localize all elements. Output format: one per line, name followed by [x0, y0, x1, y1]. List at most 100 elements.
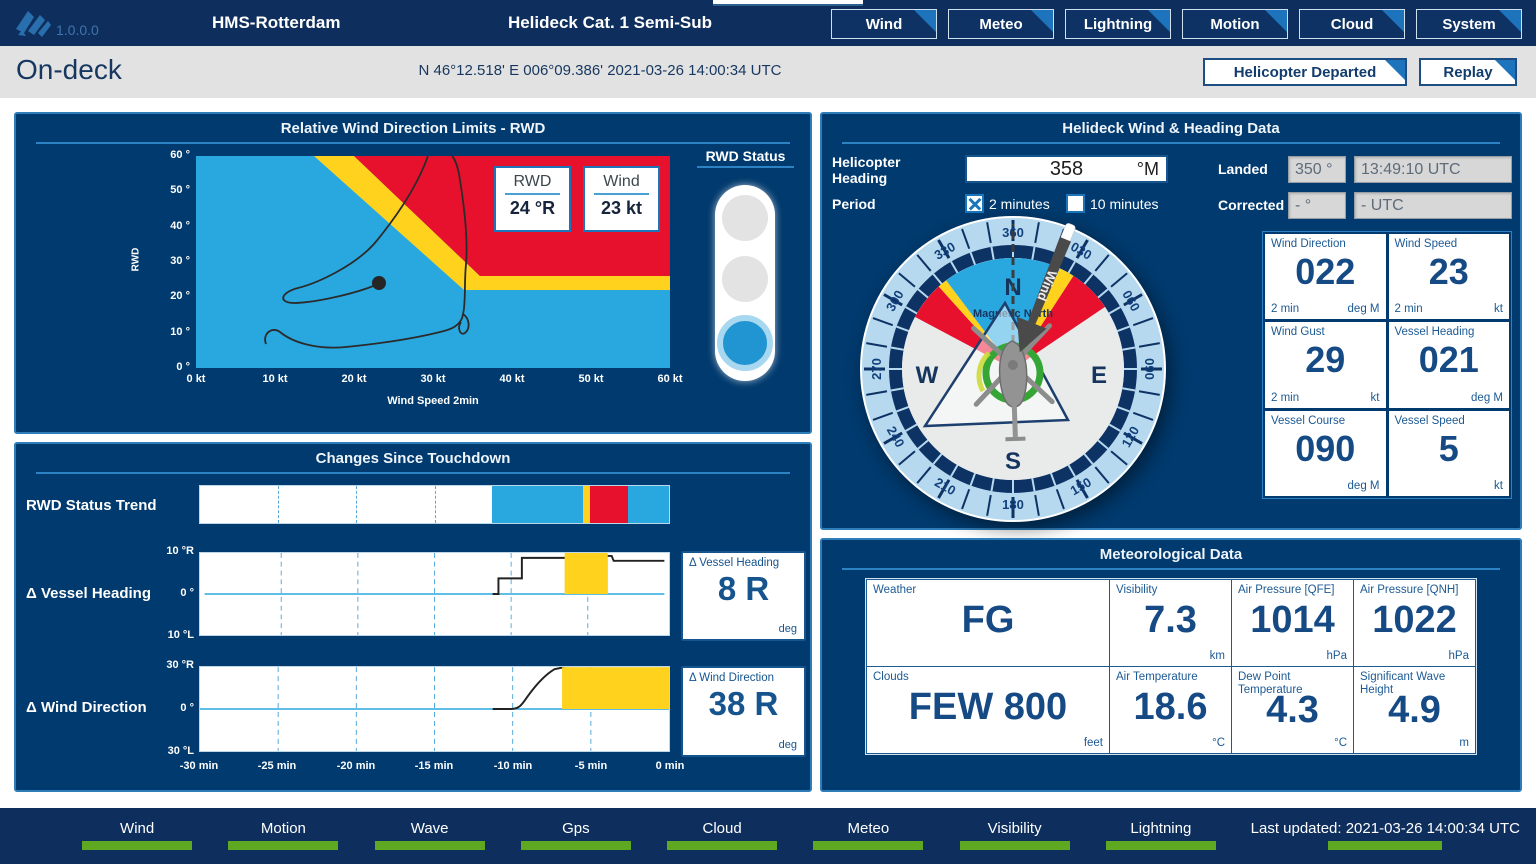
status-light-blue-active [717, 315, 773, 371]
sensor-status-indicator [520, 841, 631, 850]
corrected-heading-value: - ° [1288, 192, 1346, 219]
rwd-status-traffic-light [715, 185, 775, 381]
top-tab-artifact [713, 0, 863, 6]
rwd-y-axis-label: RWD [130, 247, 142, 272]
x-tick: 0 kt [186, 373, 206, 385]
landed-time-value: 13:49:10 UTC [1354, 156, 1512, 183]
x-tick: 60 kt [657, 373, 683, 385]
wind-heading-compass: 360030060090120150180210240270300330 N E… [860, 216, 1166, 522]
cardinal-s: S [1005, 448, 1021, 475]
y-tick: 40 ° [170, 220, 190, 232]
position-datetime: N 46°12.518' E 006°09.386' 2021-03-26 14… [418, 62, 782, 79]
rwd-history-trace [264, 156, 470, 349]
changes-panel-title: Changes Since Touchdown [315, 450, 511, 467]
trend-segment [583, 486, 591, 523]
met-weather: Weather FG [867, 580, 1109, 666]
header-bar: 1.0.0.0 HMS-Rotterdam Helideck Cat. 1 Se… [0, 0, 1536, 46]
trend-segment [491, 486, 584, 523]
x-tick: 20 kt [341, 373, 367, 385]
nav-button-motion[interactable]: Motion [1182, 9, 1288, 39]
y-tick: 10 °L [167, 629, 194, 641]
app-title: HMS-Rotterdam [212, 13, 341, 32]
y-tick: 30 ° [170, 255, 190, 267]
helicopter-icon [971, 323, 1055, 442]
vessel-heading-row-label: Δ Vessel Heading [26, 585, 152, 602]
wind-direction-readout: Δ Wind Direction 38 R deg [681, 666, 806, 757]
x-tick: -5 min [574, 760, 608, 772]
mode-label: On-deck [16, 54, 122, 85]
installation-title: Helideck Cat. 1 Semi-Sub [507, 13, 713, 32]
nav-button-system[interactable]: System [1416, 9, 1522, 39]
rwd-x-axis-label: Wind Speed 2min [387, 395, 479, 407]
compass-degree-label: 090 [1142, 358, 1157, 380]
main-nav: Wind Meteo Lightning Motion Cloud System [831, 9, 1522, 39]
nav-button-wind[interactable]: Wind [831, 9, 937, 39]
nav-button-lightning[interactable]: Lightning [1065, 9, 1171, 39]
period-2min-label: 2 minutes [989, 196, 1050, 212]
met-data-grid: Weather FG Visibility 7.3 km Air Pressur… [865, 578, 1477, 755]
rwd-panel-title: Relative Wind Direction Limits - RWD [280, 120, 546, 137]
replay-button[interactable]: Replay [1419, 58, 1517, 86]
readout-wind-direction: Wind Direction 022 2 min deg M [1265, 234, 1386, 320]
y-tick: 10 ° [170, 326, 190, 338]
nav-button-cloud[interactable]: Cloud [1299, 9, 1405, 39]
sensor-cloud: Cloud [649, 820, 795, 850]
cardinal-e: E [1091, 362, 1107, 389]
y-tick: 10 °R [166, 545, 194, 557]
wind-readout-grid: Wind Direction 022 2 min deg M Wind Spee… [1262, 231, 1512, 499]
x-tick: -25 min [257, 760, 297, 772]
period-10min-label: 10 minutes [1090, 196, 1159, 212]
heading-panel-title: Helideck Wind & Heading Data [1062, 120, 1280, 137]
rwd-limits-panel: Relative Wind Direction Limits - RWD 60 … [14, 112, 812, 434]
trend-segment [590, 486, 629, 523]
cardinal-w: W [916, 362, 939, 389]
status-light-amber [722, 256, 768, 302]
nav-button-meteo[interactable]: Meteo [948, 9, 1054, 39]
app-logo-icon [16, 11, 51, 37]
sensor-lightning: Lightning [1088, 820, 1234, 850]
helicopter-departed-button[interactable]: Helicopter Departed [1203, 58, 1407, 86]
readout-wind-gust: Wind Gust 29 2 min kt [1265, 322, 1386, 408]
sensor-status-indicator [1328, 841, 1443, 850]
y-tick: 30 °R [166, 659, 194, 671]
sensor-status-indicator [813, 841, 924, 850]
last-updated: Last updated: 2021-03-26 14:00:34 UTC [1251, 820, 1520, 850]
x-tick: -20 min [336, 760, 376, 772]
x-tick: -30 min [179, 760, 219, 772]
sensor-status-indicator [374, 841, 485, 850]
wind-readout-box: Wind 23 kt [583, 166, 660, 232]
readout-vessel-course: Vessel Course 090 deg M [1265, 410, 1386, 496]
changes-panel: Changes Since Touchdown RWD Status Trend… [14, 442, 812, 792]
sensor-status-indicator [82, 841, 193, 850]
y-tick: 60 ° [170, 149, 190, 161]
title-rule [36, 142, 790, 144]
x-tick: 50 kt [578, 373, 604, 385]
helicopter-heading-label: Helicopter Heading [832, 154, 901, 186]
compass-degree-label: 270 [869, 358, 884, 380]
wind-direction-row-label: Δ Wind Direction [26, 699, 147, 716]
sensor-wave: Wave [357, 820, 503, 850]
period-10min-checkbox[interactable] [1066, 194, 1085, 213]
period-2min-checkbox[interactable] [965, 194, 984, 213]
status-bar: On-deck N 46°12.518' E 006°09.386' 2021-… [0, 46, 1536, 98]
vessel-heading-trend-chart [199, 552, 670, 636]
sensor-visibility: Visibility [942, 820, 1088, 850]
wind-direction-alert-region [562, 667, 669, 709]
sensor-meteo: Meteo [795, 820, 941, 850]
vessel-heading-alert-region [564, 553, 608, 594]
corrected-label: Corrected [1218, 197, 1285, 213]
helicopter-heading-input[interactable]: 358 °M [965, 155, 1168, 183]
sensor-status-bar: Wind Motion Wave Gps Cloud Meteo Visibil… [0, 808, 1536, 864]
y-tick: 50 ° [170, 184, 190, 196]
sensor-status-indicator [667, 841, 778, 850]
x-tick: -15 min [414, 760, 454, 772]
met-wave-height: Significant Wave Height 4.9 m [1354, 667, 1475, 753]
period-label: Period [832, 196, 876, 212]
rwd-readout-box: RWD 24 °R [494, 166, 571, 232]
wind-direction-trend-chart [199, 666, 670, 752]
met-qnh: Air Pressure [QNH] 1022 hPa [1354, 580, 1475, 666]
x-tick: 40 kt [499, 373, 525, 385]
met-dew-point: Dew Point Temperature 4.3 °C [1232, 667, 1353, 753]
met-visibility: Visibility 7.3 km [1110, 580, 1231, 666]
